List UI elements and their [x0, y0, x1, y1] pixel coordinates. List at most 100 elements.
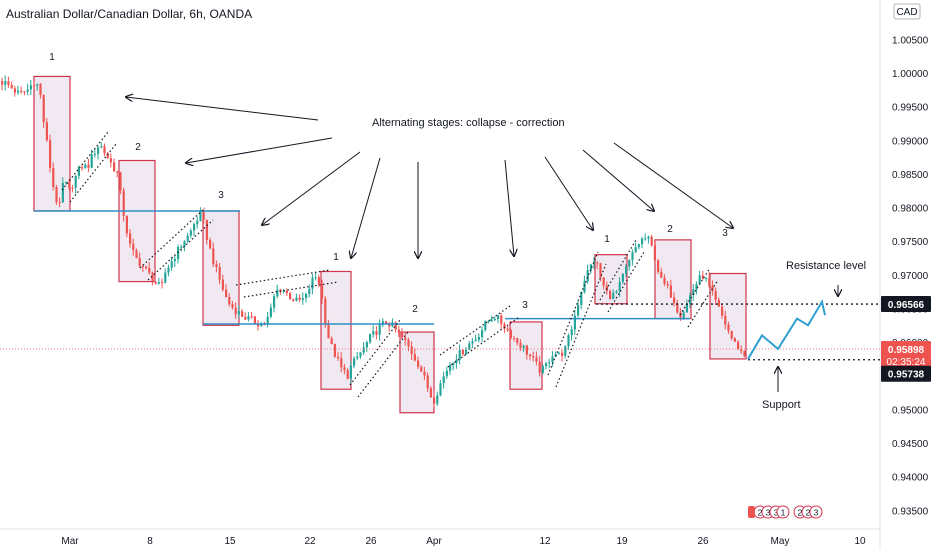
x-tick-label: 10: [854, 536, 866, 547]
stage-box: [320, 270, 352, 390]
candle-body: [474, 339, 477, 342]
candle-body: [426, 375, 429, 389]
candle-body: [154, 282, 157, 284]
candle-body: [644, 238, 647, 240]
event-flag: [748, 506, 755, 518]
stage-number: 3: [722, 228, 728, 239]
candle-body: [692, 289, 695, 296]
candle-body: [122, 190, 125, 216]
candle-body: [634, 247, 637, 253]
candle-body: [170, 261, 173, 268]
channel-line: [61, 131, 109, 191]
y-tick-label: 0.99500: [892, 103, 929, 114]
candle-body: [269, 307, 272, 317]
candle-body: [74, 175, 77, 188]
y-tick-label: 0.98500: [892, 170, 929, 181]
candle-body: [189, 230, 192, 236]
candle-body: [529, 354, 532, 357]
candle-body: [308, 288, 311, 294]
candle-body: [673, 297, 676, 304]
candle-body: [609, 290, 612, 300]
candle-body: [212, 248, 215, 265]
last-price-badge: 0.95898: [888, 345, 925, 356]
candle-body: [615, 291, 618, 293]
event-badge-label: 1: [781, 508, 786, 518]
candle-body: [289, 293, 292, 300]
stage-box: [118, 159, 156, 283]
candle-body: [253, 316, 256, 324]
annotation-arrow: [351, 157, 381, 258]
chart-title: Australian Dollar/Canadian Dollar, 6h, O…: [6, 7, 253, 21]
candle-body: [45, 122, 48, 141]
candle-body: [196, 220, 199, 225]
candle-body: [161, 282, 164, 284]
candle-body: [708, 278, 711, 286]
stage-box: [399, 331, 435, 414]
candle-body: [493, 319, 496, 321]
x-tick-label: May: [771, 536, 790, 547]
candle-body: [365, 342, 368, 348]
candle-body: [455, 359, 458, 363]
support-price-badge-bg: [881, 365, 931, 382]
candle-body: [737, 341, 740, 350]
candle-body: [724, 315, 727, 325]
candle-body: [442, 376, 445, 384]
candle-body: [260, 324, 263, 327]
stage-number: 1: [333, 252, 339, 263]
candle-body: [727, 324, 730, 331]
candle-body: [183, 241, 186, 247]
candle-body: [221, 279, 224, 290]
candle-body: [676, 303, 679, 313]
candle-body: [385, 321, 388, 325]
candle-body: [660, 271, 663, 278]
event-badge[interactable]: [776, 505, 790, 519]
candle-body: [410, 346, 413, 355]
channel-line: [687, 279, 719, 328]
candle-body: [282, 290, 285, 292]
x-tick-label: 8: [147, 536, 153, 547]
candle-body: [109, 158, 112, 163]
candle-body: [218, 266, 221, 280]
candle-body: [177, 246, 180, 260]
y-tick-label: 0.93500: [892, 506, 929, 517]
candle-body: [682, 312, 685, 318]
y-tick-label: 0.98000: [892, 204, 929, 215]
candle-body: [653, 245, 656, 261]
x-tick-label: 12: [539, 536, 551, 547]
candle-body: [394, 322, 397, 330]
candle-body: [7, 81, 10, 85]
candle-body: [244, 316, 247, 320]
candle-body: [337, 356, 340, 359]
candle-body: [346, 370, 349, 379]
candle-body: [596, 262, 599, 264]
candle-body: [458, 349, 461, 360]
candle-body: [266, 316, 269, 325]
candle-body: [599, 263, 602, 278]
event-badge[interactable]: [809, 505, 823, 519]
y-tick-label: 0.95000: [892, 405, 929, 416]
candle-body: [420, 366, 423, 372]
candle-body: [612, 292, 615, 300]
candle-body: [743, 351, 746, 357]
stage-number: 2: [135, 142, 141, 153]
candle-body: [116, 171, 119, 173]
candle-body: [417, 360, 420, 367]
candle-body: [157, 282, 160, 284]
candle-body: [106, 153, 109, 159]
event-badge-label: 2: [798, 508, 803, 518]
candle-body: [330, 338, 333, 344]
y-tick-label: 1.00500: [892, 35, 929, 46]
candle-body: [301, 298, 304, 300]
candle-body: [247, 316, 250, 320]
candle-body: [292, 299, 295, 301]
last-price-badge-bg: [881, 340, 931, 369]
candle-body: [490, 319, 493, 322]
candle-body: [65, 182, 68, 184]
support-price-badge: 0.95738: [888, 370, 925, 381]
candle-body: [199, 211, 202, 221]
candle-body: [647, 236, 650, 239]
candle-body: [497, 315, 500, 320]
candle-body: [701, 275, 704, 279]
